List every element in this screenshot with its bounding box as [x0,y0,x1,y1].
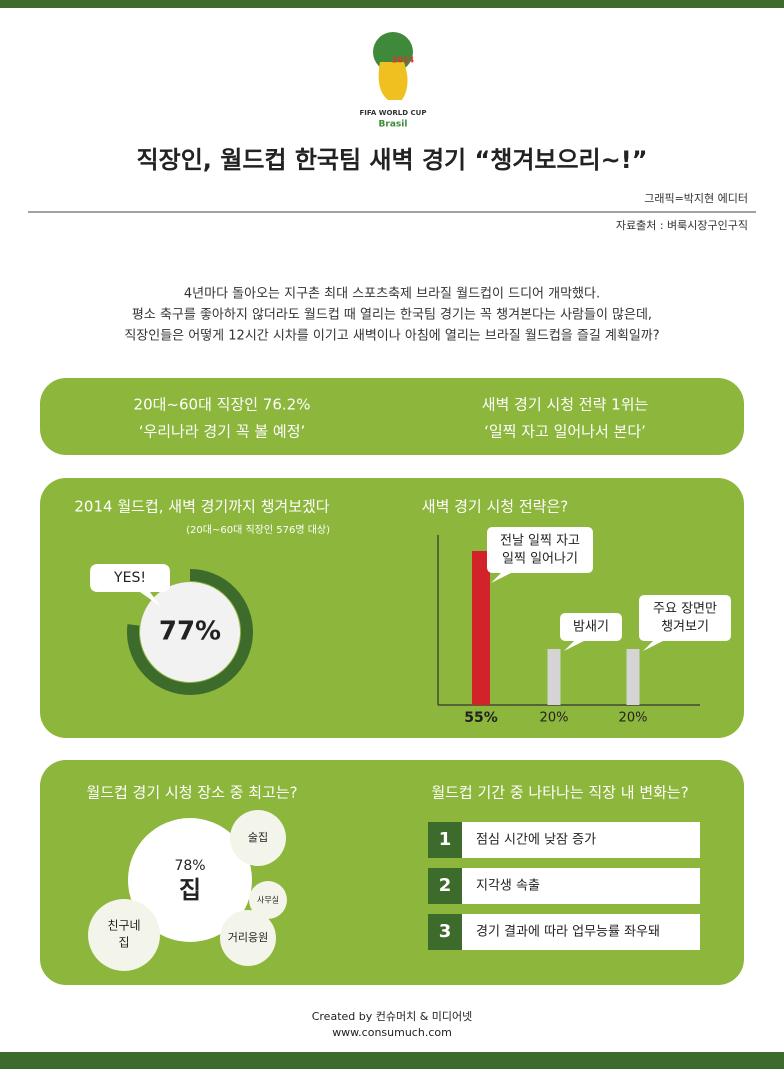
rank-box [428,868,462,904]
place-circle [230,810,286,866]
place-circle [249,881,287,919]
callout [639,595,731,651]
bar-value: 55% [464,710,498,726]
place-name: 집 [118,936,129,950]
footer-text: www.consumuch.com [332,1026,452,1039]
donut-subtitle: (20대~60대 직장인 576명 대상) [186,524,330,536]
place-name: 거리응원 [228,931,268,944]
rank-box [428,914,462,950]
callout [560,613,622,651]
bar [472,551,490,705]
place-circle [220,910,276,966]
callout-text: 챙겨보기 [661,620,709,635]
logo: 2014 FIFA WORLD CUP Brasil [360,32,427,130]
place-top-name: 집 [179,876,201,904]
logo-name: FIFA WORLD CUP [360,109,427,117]
bar-value: 20% [619,711,648,726]
place-circle [128,818,252,942]
place-name: 친구네 [107,919,140,933]
changes-title: 월드컵 기간 중 나타나는 직장 내 변화는? [431,784,688,802]
donut-arc [127,569,253,695]
yes-bubble [90,564,170,606]
donut-value: 77% [159,617,221,647]
bottom-bar [0,1052,784,1069]
bar [626,649,640,705]
change-text: 지각생 속출 [476,879,540,894]
logo-place: Brasil [379,120,408,130]
change-row [462,868,700,904]
change-text: 점심 시간에 낮잠 증가 [476,833,596,848]
title: 직장인, 월드컵 한국팀 새벽 경기 “챙겨보으리~!” [137,146,648,174]
rank: 2 [439,875,452,896]
intro-line: 평소 축구를 좋아하지 않더라도 월드컵 때 열리는 한국팀 경기는 꼭 챙겨본… [132,308,652,323]
intro-line: 4년마다 돌아오는 지구촌 최대 스포츠축제 브라질 월드컵이 드디어 개막했다… [184,286,600,302]
place-circle [88,899,160,971]
change-row [462,822,700,858]
callout-text: 밤새기 [573,620,609,635]
callout [487,527,593,583]
logo-year: 2014 [392,56,415,65]
change-list: 1 점심 시간에 낮잠 증가 2 지각생 속출 3 경기 결과에 따라 업무능률 좌우돼 [428,822,700,950]
callout-text: 주요 장면만 [653,602,717,617]
source: 자료출처 : 벼룩시장구인구직 [616,219,748,232]
banner [40,378,744,455]
logo-trophy [378,62,408,100]
rank: 3 [439,921,452,942]
places-title: 월드컵 경기 시청 장소 중 최고는? [86,784,297,802]
donut [127,569,253,695]
place-top-value: 78% [174,858,205,874]
callout-text: 일찍 일어나기 [502,552,578,567]
footer-text: Created by 컨슈머치 & 미디어넷 [312,1010,473,1023]
place-name: 사무실 [257,895,279,905]
bar-value: 20% [540,711,569,726]
top-bar [0,0,784,8]
banner-text: ‘우리나라 경기 꼭 볼 예정’ [139,423,306,441]
change-row [462,914,700,950]
intro-line: 직장인들은 어떻게 12시간 시차를 이기고 새벽이나 아침에 열리는 브라질 … [124,329,659,344]
place-name: 술집 [248,831,268,844]
bar [547,649,561,705]
callout-text: 전날 일찍 자고 [500,534,580,549]
donut-title: 2014 월드컵, 새벽 경기까지 챙겨보겠다 [74,498,329,516]
yes-text: YES! [113,570,146,586]
donut-center [140,582,240,682]
rank-box [428,822,462,858]
bars-title: 새벽 경기 시청 전략은? [422,498,568,516]
banner-text: ‘일찍 자고 일어나서 본다’ [484,423,646,441]
credit: 그래픽=박지현 에디터 [644,192,748,205]
banner-text: 새벽 경기 시청 전략 1위는 [482,396,649,414]
change-text: 경기 결과에 따라 업무능률 좌우돼 [476,925,660,940]
banner-text: 20대~60대 직장인 76.2% [134,396,311,414]
rank: 1 [439,829,452,850]
